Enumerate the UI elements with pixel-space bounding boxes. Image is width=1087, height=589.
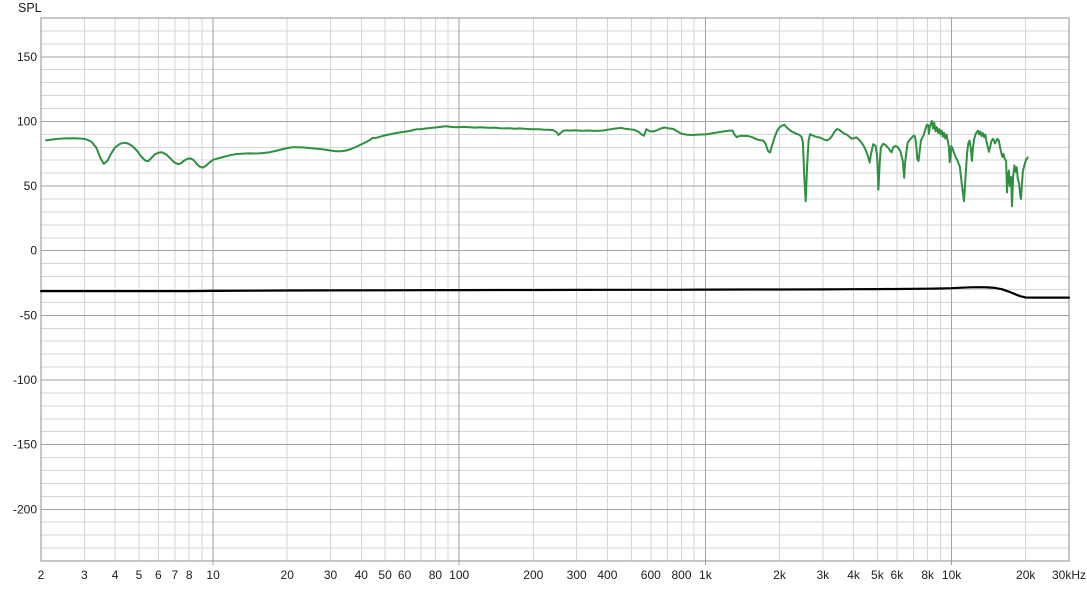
x-tick-label: 3 (81, 568, 88, 582)
x-tick-label: 6 (155, 568, 162, 582)
x-tick-label: 60 (398, 568, 412, 582)
x-tick-label: 6k (891, 568, 905, 582)
y-tick-label: 100 (17, 114, 37, 128)
x-tick-label: 2k (773, 568, 787, 582)
x-tick-label: 8k (921, 568, 935, 582)
x-tick-label: 10 (206, 568, 220, 582)
x-tick-label: 7 (172, 568, 179, 582)
x-tick-label: 8 (186, 568, 193, 582)
black-reference-curve (39, 286, 1071, 299)
x-tick-label: 20 (281, 568, 295, 582)
plot-border (40, 17, 1070, 562)
x-tick-label: 600 (641, 568, 661, 582)
y-tick-label: 50 (24, 179, 38, 193)
x-tick-label: 300 (567, 568, 587, 582)
x-tick-label: 5 (136, 568, 143, 582)
x-tick-label: 4k (847, 568, 861, 582)
x-tick-label: 100 (449, 568, 469, 582)
y-tick-label: -150 (13, 438, 37, 452)
x-tick-label: 5k (871, 568, 885, 582)
x-tick-label: 30kHz (1052, 568, 1086, 582)
x-tick-label: 50 (378, 568, 392, 582)
x-tick-label: 20k (1016, 568, 1036, 582)
x-tick-label: 1k (699, 568, 713, 582)
x-tick-label: 200 (523, 568, 543, 582)
x-tick-label: 30 (324, 568, 338, 582)
grid-major (41, 18, 1069, 565)
green-response-curve (45, 120, 1029, 208)
x-tick-label: 3k (816, 568, 830, 582)
y-tick-label: -200 (13, 502, 37, 516)
x-tick-label: 2 (38, 568, 45, 582)
x-tick-label: 80 (429, 568, 443, 582)
y-axis-unit-label: SPL (18, 1, 42, 15)
y-tick-label: -100 (13, 373, 37, 387)
x-tick-label: 40 (355, 568, 369, 582)
y-tick-label: 0 (30, 244, 37, 258)
x-tick-label: 4 (112, 568, 119, 582)
y-tick-label: -50 (20, 308, 38, 322)
x-tick-label: 400 (597, 568, 617, 582)
y-tick-label: 150 (17, 50, 37, 64)
x-tick-label: 10k (942, 568, 962, 582)
x-tick-label: 800 (671, 568, 691, 582)
